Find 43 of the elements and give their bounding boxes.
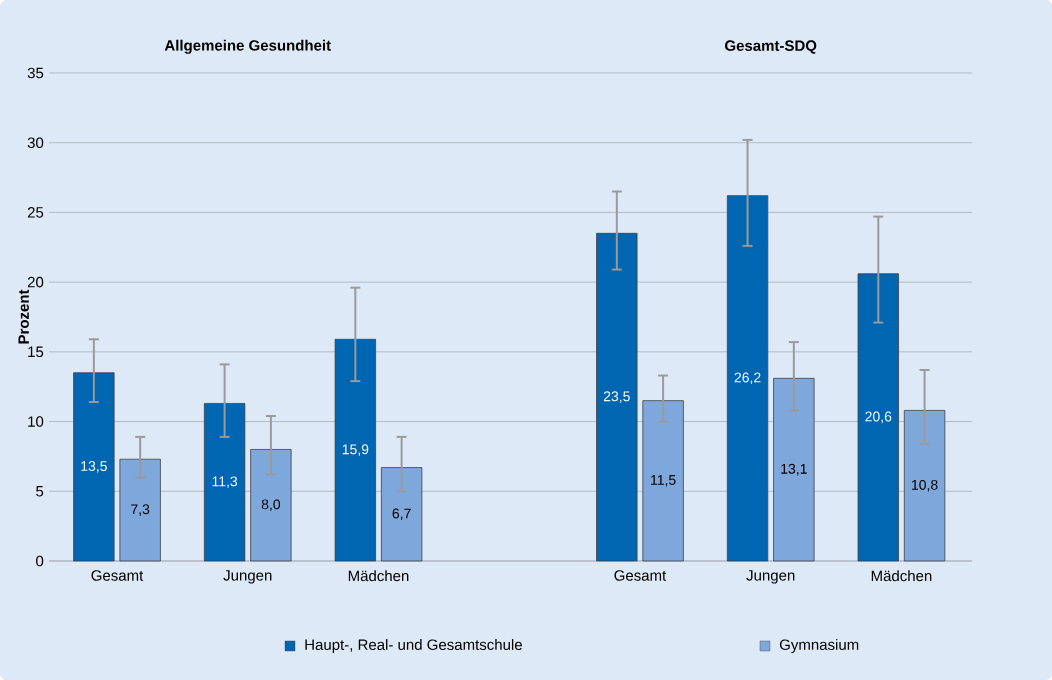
y-tick-label: 10 — [28, 416, 44, 427]
legend-label: Haupt-, Real- und Gesamtschule — [305, 638, 522, 653]
bar — [773, 377, 815, 562]
x-tick-label: Jungen — [746, 570, 795, 584]
bar — [726, 195, 769, 562]
legend-label: Gymnasium — [779, 638, 859, 653]
y-tick-label: 15 — [28, 346, 44, 358]
data-label: 15,9 — [342, 444, 369, 456]
data-label: 13,1 — [781, 463, 807, 476]
x-tick-label: Gesamt — [614, 570, 667, 581]
x-tick-label: Gesamt — [91, 570, 144, 581]
bar — [642, 400, 684, 562]
x-tick-label: Mädchen — [871, 570, 932, 582]
y-tick-label: 30 — [27, 137, 44, 148]
data-label: 10,8 — [912, 479, 938, 492]
text: Allgemeine Gesundheit — [164, 39, 331, 54]
data-label: 23,5 — [603, 391, 630, 403]
data-label: 11,3 — [212, 476, 238, 488]
data-label: 7,3 — [131, 504, 150, 516]
data-label: 8,0 — [261, 499, 281, 511]
y-tick-label: 35 — [27, 67, 44, 79]
bar — [334, 338, 377, 562]
bar — [73, 372, 115, 562]
bar — [119, 458, 161, 562]
bar — [596, 232, 638, 562]
data-label: 20,6 — [865, 411, 892, 424]
bar — [380, 467, 423, 562]
data-label: 11,5 — [651, 475, 676, 487]
x-tick-label: Mädchen — [348, 570, 409, 582]
y-tick-label: 25 — [27, 207, 44, 218]
data-label: 13,5 — [81, 461, 107, 473]
y-tick-label: 20 — [27, 276, 44, 288]
bar — [203, 403, 246, 562]
y-tick-label: 5 — [36, 486, 44, 497]
text: Gesamt-SDQ — [725, 40, 817, 54]
x-tick-label: Jungen — [223, 570, 272, 584]
data-label: 6,7 — [392, 508, 411, 521]
y-axis-title: Prozent — [18, 289, 29, 344]
bar — [903, 410, 946, 562]
data-label: 26,2 — [734, 372, 761, 385]
y-tick-label: 0 — [36, 555, 44, 567]
bar — [250, 449, 292, 562]
bar — [857, 273, 899, 562]
